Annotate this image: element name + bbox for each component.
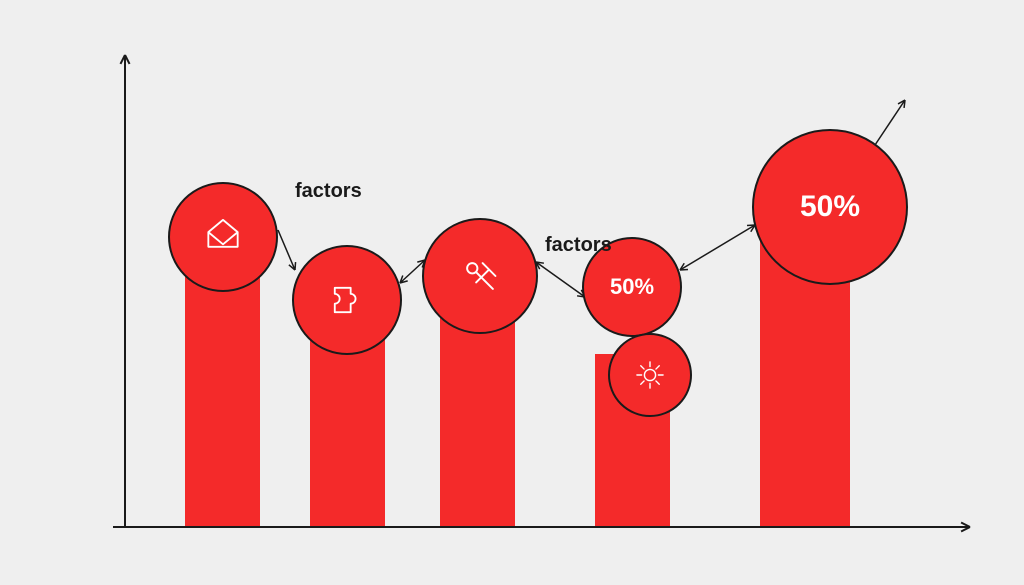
infographic-chart: 50% 50% factors factors bbox=[0, 0, 1024, 585]
label-1: factors bbox=[295, 180, 362, 203]
circle-6-label: 50% bbox=[800, 190, 860, 224]
circle-4-label: 50% bbox=[610, 274, 654, 300]
bar-1 bbox=[185, 269, 260, 527]
circle-5 bbox=[608, 333, 692, 417]
circle-1 bbox=[168, 182, 278, 292]
circle-2 bbox=[292, 245, 402, 355]
circle-3 bbox=[422, 218, 538, 334]
label-2: factors bbox=[545, 234, 612, 257]
circle-6: 50% bbox=[752, 129, 908, 285]
